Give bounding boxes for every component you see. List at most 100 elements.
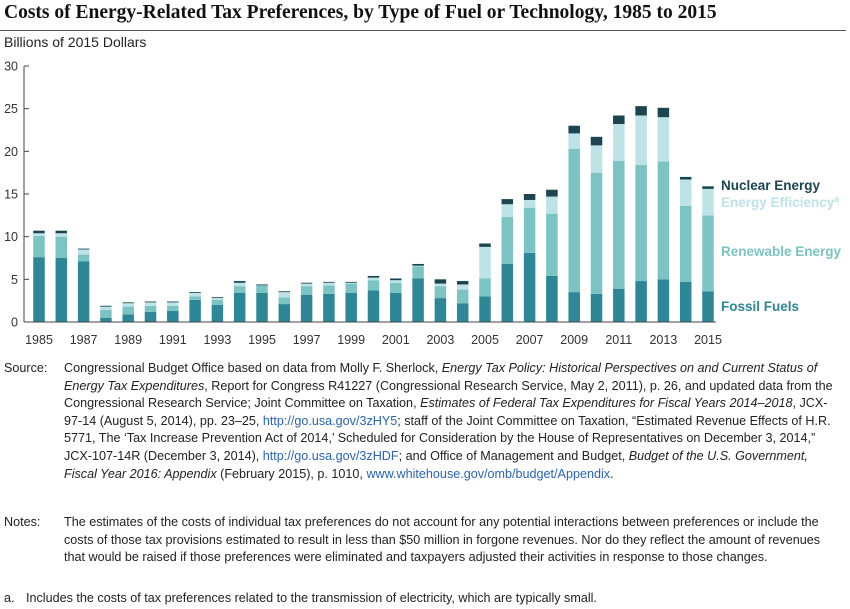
bar-nuclear-2006: [501, 199, 514, 205]
y-tick-label: 15: [4, 188, 18, 202]
bar-fossil-2006: [501, 263, 514, 322]
bar-renewable-1999: [345, 283, 357, 293]
x-axis: 1985 1987 1989 1991 1993 1995 1997 1999 2001 2003…: [24, 321, 722, 347]
bar-efficiency-1994: [233, 282, 246, 287]
bar-nuclear-2002: [412, 263, 424, 266]
bar-renewable-2009: [568, 148, 580, 293]
x-tick-label: 1989: [114, 333, 142, 347]
bar-stack-1990: [144, 301, 157, 322]
x-tick-label: 2015: [694, 333, 722, 347]
bar-nuclear-2009: [568, 125, 580, 134]
bar-renewable-2012: [635, 164, 647, 282]
bar-fossil-2012: [635, 281, 647, 322]
bar-stack-1993: [211, 297, 224, 322]
legend: Fossil Fuels Renewable Energy Energy Effic…: [721, 178, 842, 314]
bar-renewable-1996: [278, 297, 291, 305]
y-axis-label: Billions of 2015 Dollars: [4, 34, 146, 50]
notes-text: The estimates of the costs of individual…: [64, 515, 821, 565]
bar-nuclear-2013: [657, 107, 670, 118]
bar-renewable-2000: [367, 280, 380, 291]
x-tick-label: 1987: [70, 333, 98, 347]
source-link[interactable]: http://go.usa.gov/3zHDF: [262, 448, 399, 463]
bar-nuclear-1997: [300, 282, 313, 284]
source-text-run: ; and Office of Management and Budget,: [398, 448, 629, 463]
bar-fossil-1985: [33, 257, 45, 322]
bar-fossil-1997: [300, 294, 313, 322]
bar-nuclear-2005: [479, 243, 491, 247]
bar-renewable-1998: [323, 285, 335, 294]
x-tick-label: 1985: [25, 333, 53, 347]
source-text-run: (February 2015), p. 1010,: [216, 466, 367, 481]
bar-stack-2005: [479, 243, 491, 322]
bar-fossil-1996: [278, 304, 291, 322]
bar-stack-1987: [77, 248, 90, 322]
bar-nuclear-1988: [100, 305, 112, 307]
bars: [33, 106, 714, 322]
bar-fossil-2015: [702, 291, 714, 322]
bar-fossil-2001: [390, 292, 402, 322]
stacked-bar-chart: Billions of 2015 Dollars 0 5 10 15 20 25 30 19…: [4, 34, 842, 347]
bar-fossil-2014: [679, 281, 692, 322]
bar-stack-1995: [256, 284, 268, 322]
bar-fossil-1986: [55, 258, 68, 322]
source-link[interactable]: http://go.usa.gov/3zHY5: [262, 413, 398, 428]
x-tick-label: 1991: [159, 333, 187, 347]
bar-renewable-1993: [211, 299, 224, 305]
x-tick-label: 2005: [471, 333, 499, 347]
bar-nuclear-1994: [233, 281, 246, 283]
bar-stack-1999: [345, 281, 357, 322]
bar-renewable-2014: [679, 205, 692, 282]
bar-efficiency-2001: [390, 280, 402, 283]
bar-efficiency-2010: [590, 145, 603, 173]
bar-fossil-2008: [546, 275, 558, 322]
bar-fossil-1989: [122, 314, 134, 322]
source-text-run: , JCX-97-14 (August 5, 2014), pp. 23–25,: [64, 396, 828, 428]
bar-stack-1998: [323, 281, 335, 322]
bar-nuclear-1992: [189, 292, 201, 293]
bar-nuclear-2010: [590, 136, 603, 146]
bar-fossil-2005: [479, 296, 491, 322]
bar-nuclear-2007: [523, 194, 536, 200]
bar-efficiency-2014: [679, 179, 692, 206]
bar-nuclear-1989: [122, 302, 134, 304]
bar-fossil-2009: [568, 292, 580, 322]
bar-fossil-1987: [77, 261, 90, 322]
bar-fossil-2010: [590, 293, 603, 322]
title-rule: [0, 30, 846, 31]
bar-efficiency-1990: [144, 302, 157, 306]
bar-stack-2001: [390, 278, 402, 322]
bar-renewable-1997: [300, 286, 313, 295]
x-tick-label: 1995: [248, 333, 276, 347]
bar-stack-1997: [300, 282, 313, 322]
bar-renewable-1988: [100, 310, 112, 318]
bar-stack-2007: [523, 194, 536, 322]
bar-stack-2003: [434, 279, 447, 322]
bar-stack-1989: [122, 302, 134, 322]
bar-efficiency-2006: [501, 204, 514, 218]
bar-efficiency-1999: [345, 282, 357, 284]
bar-nuclear-1990: [144, 301, 157, 303]
bar-fossil-1999: [345, 292, 357, 322]
bar-stack-2000: [367, 275, 380, 322]
bar-fossil-1991: [167, 310, 179, 322]
bar-renewable-1995: [256, 285, 268, 293]
x-tick-label: 2003: [426, 333, 454, 347]
bar-fossil-2011: [613, 288, 625, 322]
x-tick-label: 1997: [293, 333, 321, 347]
x-tick-label: 1993: [203, 333, 231, 347]
y-tick-label: 30: [4, 60, 18, 74]
source-text-run: , Report for Congress R41227 (Congressio…: [64, 378, 833, 411]
bar-renewable-1992: [189, 296, 201, 300]
x-tick-label: 1999: [337, 333, 365, 347]
bar-stack-1988: [100, 305, 112, 322]
bar-nuclear-1985: [33, 230, 45, 234]
bar-stack-2002: [412, 263, 424, 322]
bar-efficiency-2013: [657, 117, 670, 162]
bar-nuclear-2001: [390, 278, 402, 281]
bar-stack-2011: [613, 115, 625, 322]
bar-stack-2015: [702, 186, 714, 322]
bar-fossil-2000: [367, 290, 380, 322]
notes-label: Notes:: [4, 515, 41, 529]
source-link[interactable]: www.whitehouse.gov/omb/budget/Appendix: [366, 466, 611, 481]
bar-stack-1994: [233, 281, 246, 322]
